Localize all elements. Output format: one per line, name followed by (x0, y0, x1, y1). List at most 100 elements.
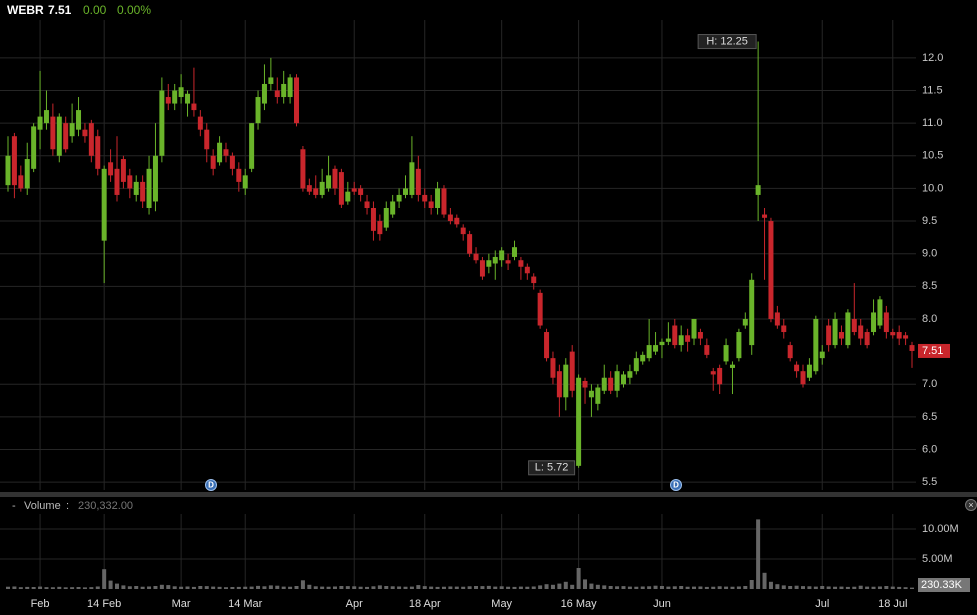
event-marker[interactable]: D (205, 479, 217, 491)
last-price-label: 7.51 (922, 345, 943, 357)
volume-bar (249, 586, 254, 589)
candle-body (697, 332, 703, 339)
candle-body (620, 374, 626, 385)
candle-body (742, 318, 748, 326)
volume-bar (845, 586, 850, 589)
x-tick-label: 18 Apr (409, 598, 441, 610)
volume-bar (730, 586, 735, 589)
volume-bar (300, 580, 305, 589)
candle-body (531, 276, 537, 284)
volume-bar (493, 586, 498, 589)
volume-bar (768, 581, 773, 589)
candle-body (717, 367, 723, 385)
candle-body (460, 227, 466, 235)
y-tick-label: 10.5 (922, 150, 943, 162)
volume-bar (749, 580, 754, 589)
volume-bar (435, 586, 440, 589)
candle-body (883, 312, 889, 333)
volume-bar (217, 586, 222, 589)
volume-bar (127, 586, 132, 589)
x-tick-label: 18 Jul (878, 598, 907, 610)
volume-bar (307, 584, 312, 589)
volume-bar (211, 586, 216, 589)
y-tick-label: 8.0 (922, 313, 937, 325)
panel-divider (0, 492, 977, 497)
x-tick-label: May (491, 598, 512, 610)
event-label: D (208, 481, 214, 490)
volume-bar (345, 586, 350, 589)
candle-body (877, 299, 883, 326)
volume-bar (243, 586, 248, 589)
y-tick-label: 5.5 (922, 476, 937, 488)
candle-body (659, 341, 665, 346)
volume-bar (653, 585, 658, 589)
candle-body (819, 351, 825, 359)
volume-bar (557, 583, 562, 589)
candle-body (172, 90, 178, 104)
volume-bar (326, 586, 331, 589)
candle-body (710, 371, 716, 375)
candle-body (435, 188, 441, 208)
volume-bar (711, 586, 716, 589)
close-icon[interactable]: × (968, 500, 973, 510)
candle-body (909, 345, 915, 351)
volume-bar (18, 587, 23, 589)
volume-bar (76, 587, 81, 589)
candle-body (774, 312, 780, 326)
candle-body (755, 185, 761, 195)
volume-bar (820, 586, 825, 589)
volume-bar (416, 585, 421, 589)
candle-body (595, 387, 601, 404)
volume-bar (313, 586, 318, 589)
volume-bar (781, 585, 786, 589)
candle-body (204, 129, 210, 150)
candle-body (871, 312, 877, 333)
candle-body (114, 168, 120, 195)
volume-bar (44, 587, 49, 589)
candle-body (467, 234, 473, 254)
volume-bar (865, 586, 870, 589)
y-tick-label: 7.0 (922, 378, 937, 390)
volume-bar (762, 572, 767, 589)
volume-bar (736, 586, 741, 589)
candle-body (858, 325, 864, 339)
volume-bar (371, 586, 376, 589)
volume-bar (679, 586, 684, 589)
volume-bar (461, 586, 466, 589)
candle-body (704, 345, 710, 355)
volume-bar (704, 586, 709, 589)
candle-body (364, 201, 370, 208)
volume-bar (634, 586, 639, 589)
candle-body (390, 201, 396, 215)
volume-bar (454, 586, 459, 589)
candle-body (82, 129, 88, 137)
volume-bar (82, 587, 87, 589)
y-tick-label: 6.5 (922, 411, 937, 423)
x-tick-label: Jun (653, 598, 671, 610)
change: 0.00 (83, 3, 107, 17)
volume-bar (903, 587, 908, 589)
volume-bar (807, 586, 812, 589)
volume-bar (467, 586, 472, 589)
volume-bar (538, 585, 543, 589)
collapse-icon[interactable]: - (12, 500, 16, 512)
volume-bar (441, 586, 446, 589)
volume-bar (339, 586, 344, 589)
volume-tag-label: 230.33K (921, 579, 963, 591)
candle-body (108, 162, 114, 176)
candle-body (544, 332, 550, 359)
last-price: 7.51 (48, 3, 72, 17)
candle-body (505, 260, 511, 264)
volume-bar (384, 586, 389, 589)
candle-body (415, 168, 421, 195)
candle-body (313, 188, 319, 195)
candle-body (845, 312, 851, 346)
candle-body (255, 97, 261, 124)
candle-body (890, 332, 896, 336)
volume-bar (31, 587, 36, 589)
volume-bar (70, 587, 75, 589)
event-marker[interactable]: D (670, 479, 682, 491)
volume-bar (147, 586, 152, 589)
volume-bar (121, 585, 126, 589)
volume-bar (499, 586, 504, 589)
